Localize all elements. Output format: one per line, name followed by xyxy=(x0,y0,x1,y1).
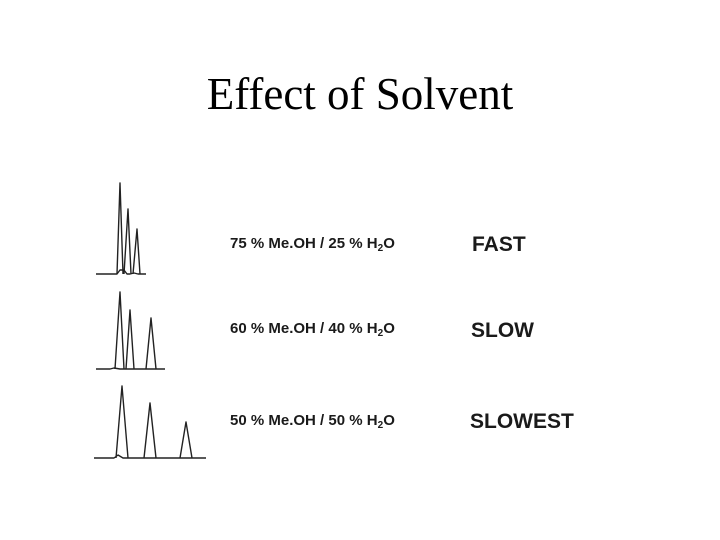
chromatogram-slowest-peak-1 xyxy=(115,385,129,459)
speed-label-fast: FAST xyxy=(472,233,526,256)
meoh-percent: 60 xyxy=(230,320,247,337)
water-percent: 25 xyxy=(328,235,346,252)
meoh-percent: 75 xyxy=(230,235,247,252)
chromatogram-fast-peak-3 xyxy=(132,228,141,275)
chromatogram-slow-peak-1 xyxy=(114,291,125,370)
chromatogram-slowest-peak-3 xyxy=(179,421,193,459)
meoh-label: Me.OH xyxy=(268,235,316,252)
chromatogram-fast xyxy=(96,182,146,275)
speed-label-slow: SLOW xyxy=(471,319,534,342)
water-percent: 40 xyxy=(328,320,346,337)
solvent-condition-60-40: 60 % Me.OH / 40 % H2O xyxy=(230,320,395,339)
speed-label-slowest: SLOWEST xyxy=(470,410,574,433)
slide-title: Effect of Solvent xyxy=(206,69,514,119)
meoh-label: Me.OH xyxy=(268,320,316,337)
water-percent: 50 xyxy=(328,412,346,429)
solvent-condition-75-25: 75 % Me.OH / 25 % H2O xyxy=(230,235,395,254)
chromatogram-slowest xyxy=(94,385,206,459)
chromatogram-slowest-baseline xyxy=(94,454,206,459)
chromatogram-fast-peak-2 xyxy=(123,208,132,275)
chromatogram-fast-peak-1 xyxy=(116,182,124,275)
chromatogram-fast-baseline xyxy=(96,269,146,275)
chromatogram-slow-baseline xyxy=(96,367,165,370)
chromatogram-slowest-peak-2 xyxy=(143,402,157,459)
meoh-percent: 50 xyxy=(230,412,247,429)
meoh-label: Me.OH xyxy=(268,412,316,429)
chromatogram-slow xyxy=(96,291,165,370)
solvent-condition-50-50: 50 % Me.OH / 50 % H2O xyxy=(230,412,395,431)
chromatogram-slow-peak-3 xyxy=(145,317,157,370)
chromatogram-slow-peak-2 xyxy=(125,309,135,370)
